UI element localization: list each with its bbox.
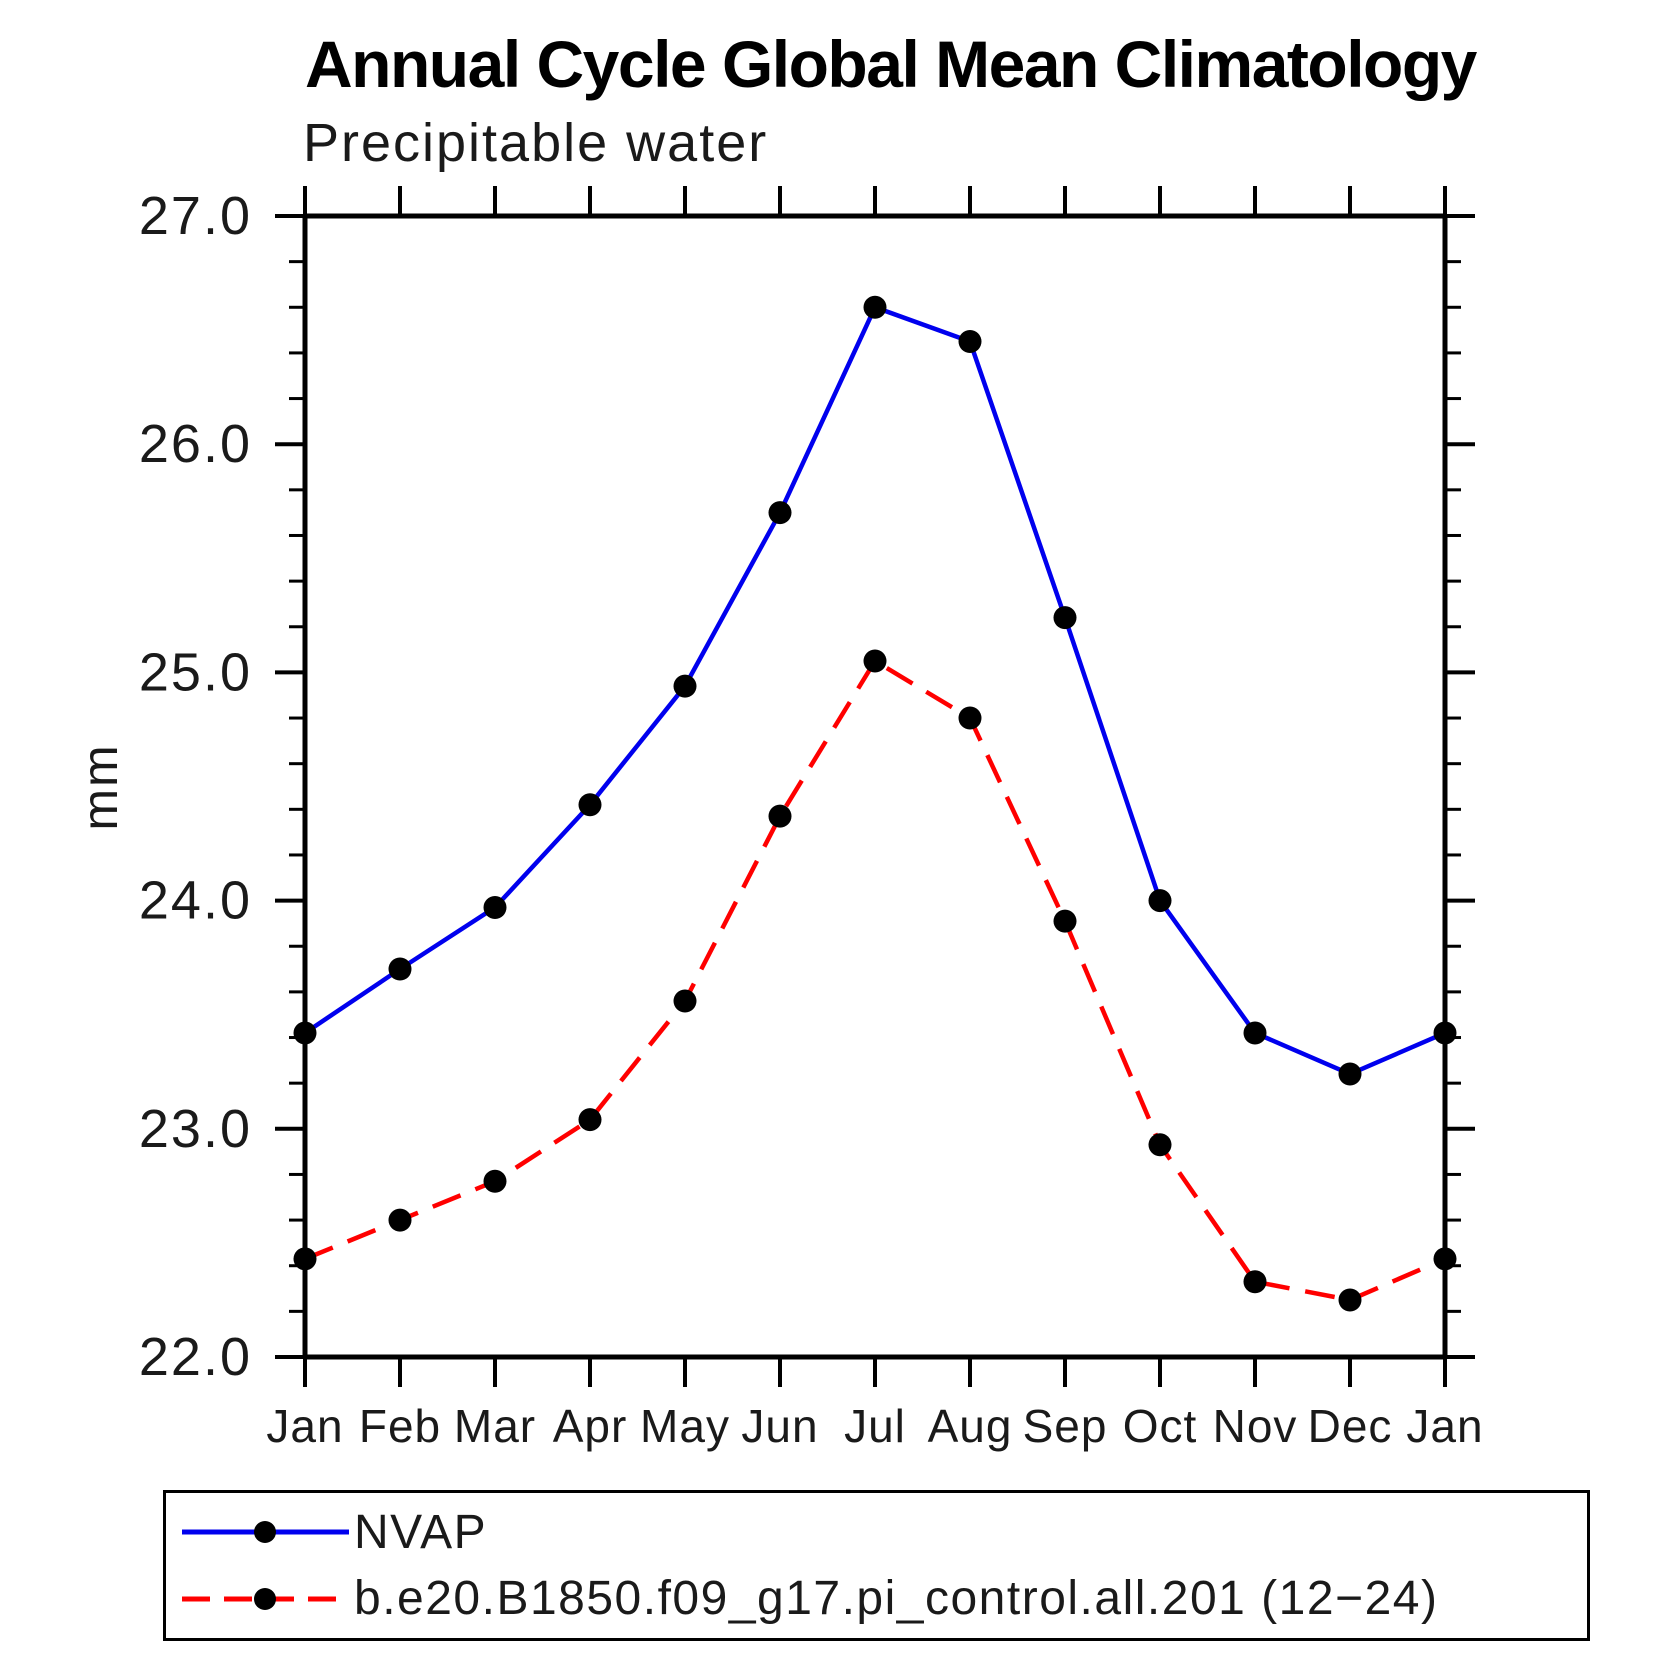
- svg-text:22.0: 22.0: [139, 1327, 252, 1387]
- svg-text:Dec: Dec: [1308, 1400, 1393, 1452]
- legend-item-model: b.e20.B1850.f09_g17.pi_control.all.201 (…: [166, 1571, 1587, 1626]
- svg-text:Sep: Sep: [1023, 1400, 1108, 1452]
- svg-text:26.0: 26.0: [139, 414, 252, 474]
- legend-line-sample-dashed: [182, 1587, 349, 1610]
- svg-text:Jun: Jun: [741, 1400, 818, 1452]
- chart-title: Annual Cycle Global Mean Climatology: [305, 27, 1477, 101]
- svg-text:23.0: 23.0: [139, 1099, 252, 1159]
- svg-text:Jul: Jul: [844, 1400, 906, 1452]
- legend-label-model: b.e20.B1850.f09_g17.pi_control.all.201 (…: [354, 1572, 1439, 1626]
- chart-subtitle: Precipitable water: [303, 113, 769, 173]
- legend-box: NVAP b.e20.B1850.f09_g17.pi_control.all.…: [163, 1490, 1590, 1641]
- svg-text:Nov: Nov: [1213, 1400, 1298, 1452]
- svg-text:Feb: Feb: [359, 1400, 441, 1452]
- svg-text:Apr: Apr: [553, 1400, 628, 1452]
- svg-text:24.0: 24.0: [139, 871, 252, 931]
- svg-text:Mar: Mar: [454, 1400, 536, 1452]
- svg-text:May: May: [640, 1400, 730, 1452]
- svg-text:27.0: 27.0: [139, 186, 252, 246]
- legend-line-sample-solid: [182, 1521, 349, 1544]
- legend-item-nvap: NVAP: [166, 1505, 1587, 1560]
- svg-text:Jan: Jan: [266, 1400, 343, 1452]
- svg-text:Oct: Oct: [1123, 1400, 1198, 1452]
- svg-text:Jan: Jan: [1406, 1400, 1483, 1452]
- svg-text:25.0: 25.0: [139, 642, 252, 702]
- legend-label-nvap: NVAP: [354, 1505, 488, 1559]
- svg-text:Aug: Aug: [928, 1400, 1013, 1452]
